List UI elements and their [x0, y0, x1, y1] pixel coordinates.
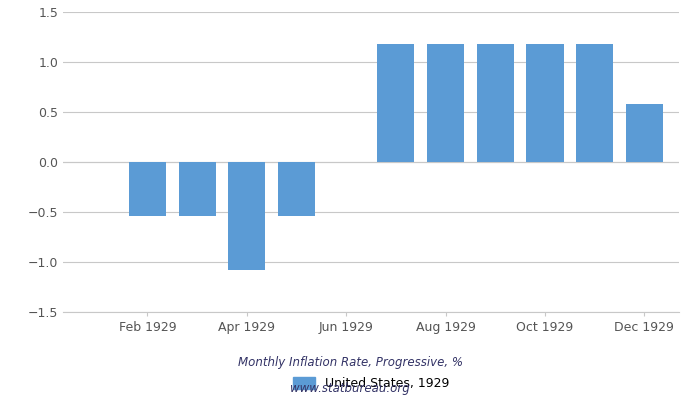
Bar: [278, 162, 315, 216]
Bar: [477, 44, 514, 162]
Bar: [129, 162, 166, 216]
Text: Monthly Inflation Rate, Progressive, %: Monthly Inflation Rate, Progressive, %: [237, 356, 463, 369]
Bar: [377, 44, 414, 162]
Bar: [526, 44, 564, 162]
Bar: [626, 104, 663, 162]
Bar: [228, 162, 265, 270]
Bar: [427, 44, 464, 162]
Legend: United States, 1929: United States, 1929: [288, 372, 454, 395]
Text: www.statbureau.org: www.statbureau.org: [290, 382, 410, 395]
Bar: [576, 44, 613, 162]
Bar: [178, 162, 216, 216]
